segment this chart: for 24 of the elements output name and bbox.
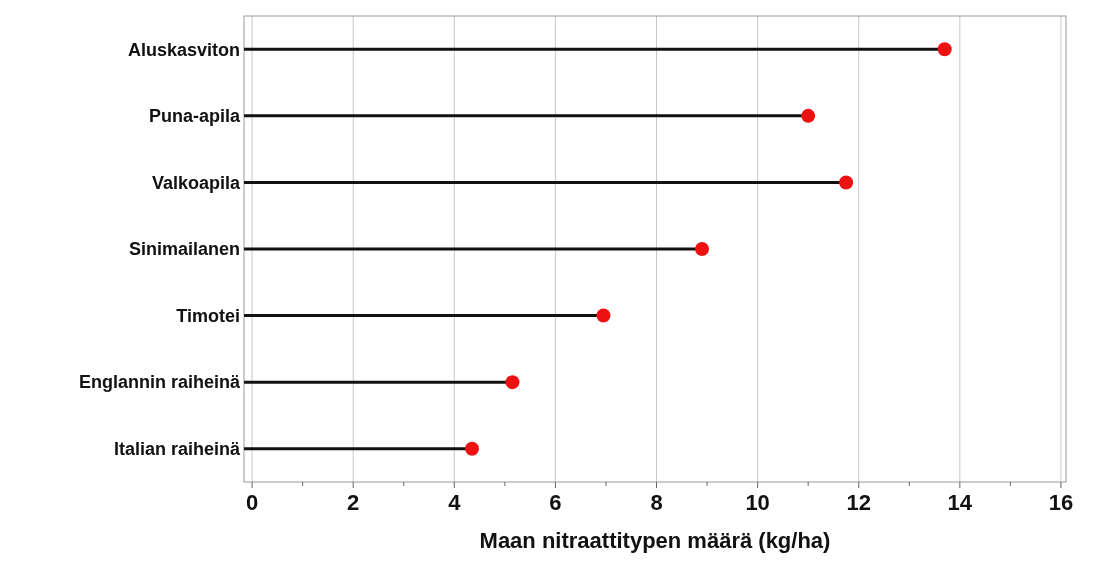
x-tick-label: 6 <box>549 490 562 515</box>
y-tick-label: Timotei <box>176 305 240 326</box>
point <box>801 108 816 123</box>
point <box>937 42 952 57</box>
y-tick-label: Englannin raiheinä <box>78 372 241 393</box>
x-tick-label: 4 <box>448 490 462 515</box>
x-tick-label: 0 <box>245 490 259 515</box>
x-tick-label: 12 <box>846 490 871 515</box>
y-tick-label: Aluskasviton <box>127 39 240 60</box>
point <box>505 375 520 390</box>
x-tick-label: 14 <box>947 490 973 515</box>
x-axis-title: Maan nitraattitypen määrä (kg/ha) <box>479 528 831 553</box>
y-tick-label: Puna-apila <box>148 106 241 127</box>
y-tick-label: Valkoapila <box>151 172 241 193</box>
y-tick-label: Italian raiheinä <box>113 439 241 460</box>
point <box>596 308 611 323</box>
point <box>839 175 854 190</box>
point <box>695 242 710 256</box>
point <box>465 441 479 456</box>
x-tick-label: 8 <box>650 490 663 515</box>
x-tick-label: 2 <box>347 490 360 515</box>
y-tick-label: Sinimailanen <box>128 239 240 260</box>
x-tick-label: 10 <box>745 490 770 515</box>
x-tick-label: 16 <box>1048 490 1074 515</box>
